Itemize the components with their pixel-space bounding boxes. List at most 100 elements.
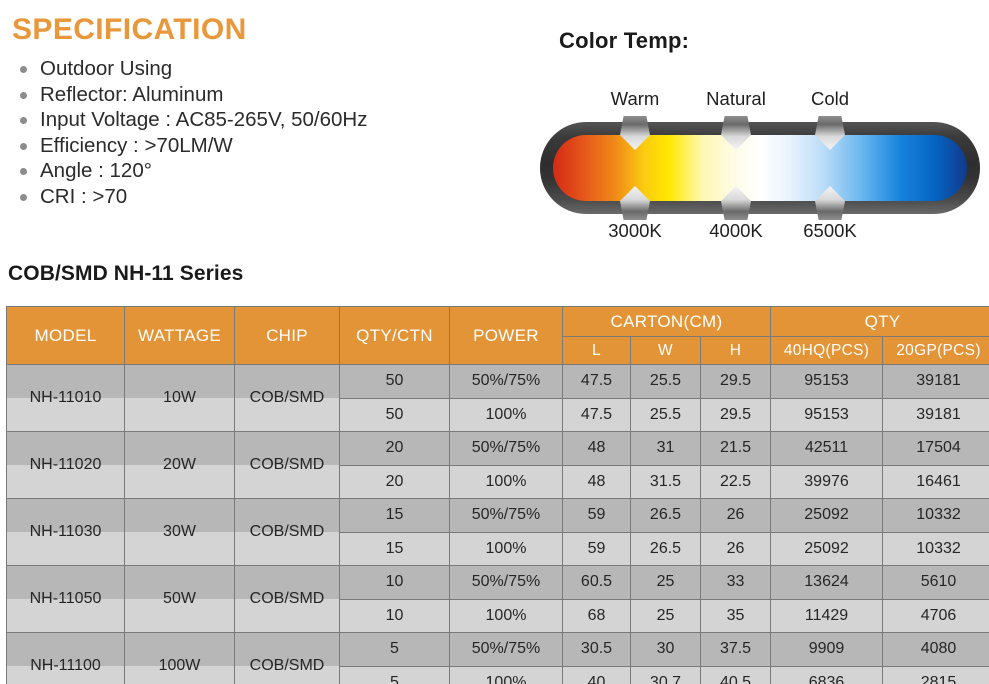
specification-table-wrapper: MODEL WATTAGE CHIP QTY/CTN POWER CARTON(… [6,306,989,684]
specification-table: MODEL WATTAGE CHIP QTY/CTN POWER CARTON(… [6,306,989,684]
list-item: Efficiency : >70LM/W [12,133,532,159]
table-body: NH-11010 10W COB/SMD 50 50%/75% 47.5 25.5 29.5 9… [6,364,989,684]
table-header-row-2: L W H 40HQ(PCS) 20GP(PCS) [7,336,989,365]
cell-h: 40.5 [699,665,772,684]
cell-w: 26.5 [630,531,701,566]
cell-hq40: 25092 [770,498,884,533]
cell-wattage: 100W [124,632,235,684]
list-item-label: Angle : 120° [40,159,152,182]
cell-model-label: NH-11020 [29,456,102,473]
list-item-label: Efficiency : >70LM/W [40,133,233,157]
cell-power: 100% [449,665,563,684]
list-item-label: Reflector: Aluminum [40,82,224,106]
cell-w: 30.7 [630,665,701,684]
cell-l: 47.5 [562,397,631,432]
cell-gp20: 4706 [882,598,989,633]
cell-l: 30.5 [562,632,631,667]
bullet-icon [20,193,27,201]
cell-h: 33 [699,565,772,600]
cell-w: 30 [630,632,701,667]
cell-chip: COB/SMD [234,431,340,499]
cell-power: 100% [449,531,563,566]
cell-hq40: 25092 [770,531,884,566]
col-header-power: POWER [449,306,563,365]
cell-h: 26 [699,531,772,566]
cell-wattage: 20W [124,431,235,499]
cell-gp20: 5610 [882,565,989,600]
cell-chip-label: COB/SMD [249,657,325,674]
table-head: MODEL WATTAGE CHIP QTY/CTN POWER CARTON(… [6,306,989,365]
cell-qty_ctn: 15 [339,498,450,533]
cell-w: 25 [630,565,701,600]
cell-hq40: 42511 [770,431,884,466]
cell-h: 35 [699,598,772,633]
cell-h: 22.5 [699,464,772,499]
col-header-length: L [562,336,631,365]
cell-wattage-label: 100W [158,657,201,674]
cell-model: NH-11030 [6,498,125,566]
cell-power: 50%/75% [449,632,563,667]
cell-hq40: 13624 [770,565,884,600]
col-header-20gp: 20GP(PCS) [882,336,989,365]
color-temp-top-labels: Warm Natural Cold [540,88,980,112]
table-header-row-1: MODEL WATTAGE CHIP QTY/CTN POWER CARTON(… [6,306,989,365]
color-temp-title: Color Temp: [559,28,690,53]
color-temp-bottom-labels: 3000K 4000K 6500K [540,220,980,244]
col-header-wattage: WATTAGE [124,306,235,365]
cell-qty_ctn: 10 [339,565,450,600]
cell-model: NH-11020 [6,431,125,499]
cell-wattage-label: 10W [163,389,196,406]
list-item: CRI : >70 [12,184,532,210]
cell-hq40: 39976 [770,464,884,499]
table-row: 10 100% 68 25 35 11429 4706 [7,598,989,633]
cell-gp20: 2815 [882,665,989,684]
cell-w: 26.5 [630,498,701,533]
cell-wattage: 10W [124,364,235,432]
bullet-icon [20,91,27,99]
cell-qty_ctn: 50 [339,397,450,432]
table-row: NH-11020 20W COB/SMD 20 50%/75% 48 31 21.5 42511… [6,431,989,499]
col-header-width: W [630,336,701,365]
cell-l: 68 [562,598,631,633]
cell-h: 29.5 [699,397,772,432]
cell-hq40: 95153 [770,364,884,399]
table-row: NH-11050 50W COB/SMD 10 50%/75% 60.5 25 33 13624… [6,565,989,633]
cell-qty_ctn: 10 [339,598,450,633]
cell-h: 26 [699,498,772,533]
cell-gp20: 16461 [882,464,989,499]
cell-h: 29.5 [699,364,772,399]
cell-power: 100% [449,598,563,633]
cell-qty_ctn: 5 [339,665,450,684]
cell-qty_ctn: 50 [339,364,450,399]
color-temp-label: Natural [706,88,766,109]
cell-gp20: 17504 [882,431,989,466]
cell-chip: COB/SMD [234,364,340,432]
cell-model-label: NH-11010 [29,389,102,406]
color-gradient [553,135,967,201]
cell-w: 25 [630,598,701,633]
color-temp-label: Warm [610,88,660,109]
specification-section: SPECIFICATION Outdoor Using Reflector: Al… [12,12,532,209]
col-header-40hq: 40HQ(PCS) [770,336,884,365]
table-row: 50 100% 47.5 25.5 29.5 95153 39181 [7,397,989,432]
cell-power: 50%/75% [449,364,563,399]
table-row: NH-11010 10W COB/SMD 50 50%/75% 47.5 25.5 29.5 9… [6,364,989,432]
cell-chip-label: COB/SMD [249,389,325,406]
cell-w: 25.5 [630,364,701,399]
col-header-chip: CHIP [234,306,340,365]
col-header-height: H [699,336,772,365]
specification-list: Outdoor Using Reflector: Aluminum Input Vo… [12,56,532,209]
cell-chip-label: COB/SMD [249,456,325,473]
cell-model: NH-11100 [6,632,125,684]
color-temp-label: 6500K [803,220,857,241]
cell-gp20: 39181 [882,397,989,432]
col-header-qty-ctn: QTY/CTN [339,306,450,365]
table-row: NH-11030 30W COB/SMD 15 50%/75% 59 26.5 26 25092… [6,498,989,566]
series-title: COB/SMD NH-11 Series [8,262,244,285]
cell-l: 48 [562,431,631,466]
cell-hq40: 95153 [770,397,884,432]
list-item: Reflector: Aluminum [12,82,532,108]
list-item-label: Input Voltage : AC85-265V, 50/60Hz [40,108,368,131]
color-temp-label: 4000K [709,220,763,241]
table-row: 5 100% 40 30.7 40.5 6836 2815 [7,665,989,684]
